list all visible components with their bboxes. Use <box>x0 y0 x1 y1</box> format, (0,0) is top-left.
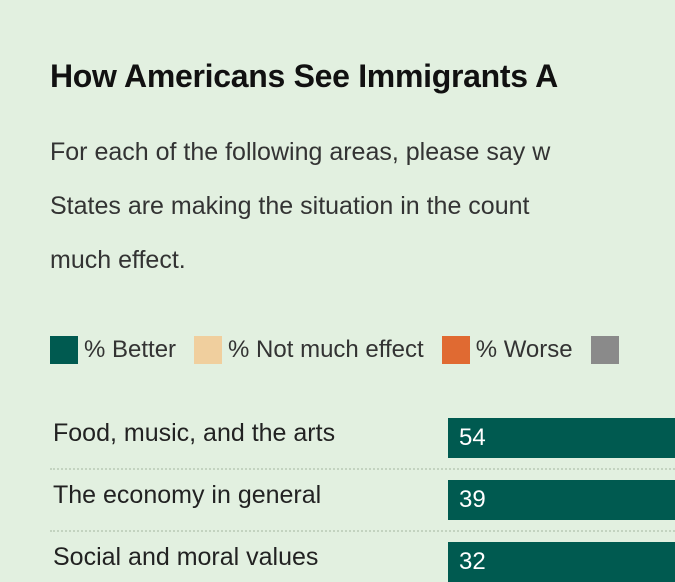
subtitle-line-2: States are making the situation in the c… <box>50 192 530 220</box>
legend-item: % Worse <box>441 336 573 364</box>
legend-item <box>590 336 625 364</box>
category-label: The economy in general <box>53 481 322 509</box>
legend-label: % Better <box>84 336 177 363</box>
bar-value-label: 32 <box>459 548 486 575</box>
row-separator <box>50 530 675 532</box>
bar-value-label: 54 <box>459 424 486 451</box>
subtitle-line-1: For each of the following areas, please … <box>50 138 551 166</box>
row-separator <box>50 468 675 470</box>
legend-swatch <box>194 336 223 364</box>
legend-label: % Worse <box>475 336 573 363</box>
legend-item: % Better <box>50 336 176 364</box>
legend-swatch <box>50 336 78 364</box>
legend-label: % Not much effect <box>228 336 424 363</box>
category-label: Social and moral values <box>53 543 319 571</box>
legend: % Better % Not much effect % Worse <box>50 336 672 364</box>
bar-segment <box>448 418 675 458</box>
legend-swatch <box>590 336 619 364</box>
bar-segment <box>448 480 675 520</box>
chart-title: How Americans See Immigrants A <box>50 58 558 94</box>
bar-value-label: 39 <box>459 486 486 513</box>
legend-item: % Not much effect <box>194 336 424 364</box>
subtitle-line-3: much effect. <box>50 246 186 274</box>
legend-swatch <box>441 336 470 364</box>
category-label: Food, music, and the arts <box>53 419 336 447</box>
